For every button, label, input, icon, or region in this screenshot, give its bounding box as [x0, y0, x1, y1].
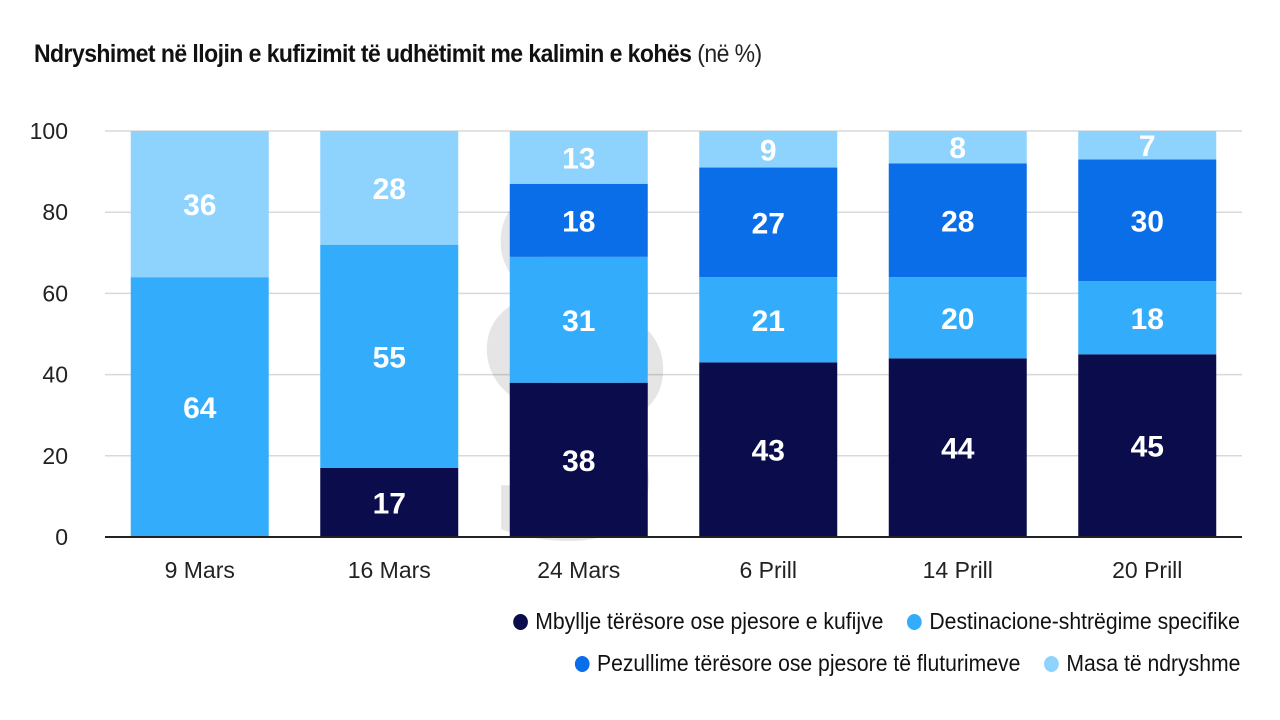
legend-label: Pezullime tërësore ose pjesore të flutur… [596, 650, 1020, 676]
data-label: 18 [562, 205, 595, 238]
x-tick-label: 6 Prill [739, 557, 797, 583]
legend-dot-icon [1043, 655, 1059, 672]
title-text: Ndryshimet në llojin e kufizimit të udhë… [34, 40, 692, 68]
legend-row-1: Mbyllje tërësore ose pjesore e kufijve De… [513, 608, 1240, 635]
data-label: 44 [941, 433, 975, 466]
y-tick-label: 0 [55, 524, 68, 550]
bar-segment [1078, 159, 1217, 282]
x-tick-label: 24 Mars [537, 557, 620, 583]
data-label: 43 [752, 435, 785, 468]
title-unit: (në %) [697, 40, 762, 68]
bar-segment [509, 382, 648, 537]
legend-dot-icon [513, 613, 529, 630]
legend-item: Destinacione-shtrëgime specifike [907, 608, 1240, 635]
bar-segment [130, 131, 269, 278]
legend-item: Pezullime tërësore ose pjesore të flutur… [574, 650, 1020, 677]
legend-label: Mbyllje tërësore ose pjesore e kufijve [535, 608, 884, 634]
legend-dot-icon [907, 613, 923, 630]
bar-segment [699, 167, 838, 278]
bar-segment [509, 256, 648, 383]
bar-segment [320, 467, 459, 537]
data-label: 55 [373, 341, 406, 374]
bar-segment [1078, 354, 1217, 537]
bar-segment [699, 131, 838, 168]
data-label: 64 [183, 392, 217, 425]
data-label: 30 [1131, 205, 1164, 238]
bar-segment [699, 277, 838, 363]
bar-segment [320, 131, 459, 245]
data-label: 27 [752, 207, 785, 240]
data-label: 38 [562, 445, 595, 478]
bar-segment [699, 362, 838, 537]
bar-segment [888, 131, 1027, 164]
data-label: 7 [1139, 130, 1156, 163]
data-label: 17 [373, 487, 406, 520]
bar-segment [1078, 131, 1217, 160]
data-label: 9 [760, 134, 777, 167]
y-tick-label: 40 [42, 362, 68, 388]
data-label: 8 [949, 132, 966, 165]
bar-segment [509, 183, 648, 257]
bar-segment [888, 358, 1027, 537]
bar-segment [888, 277, 1027, 359]
bar-segment [509, 131, 648, 184]
legend-item: Masa të ndryshme [1043, 650, 1240, 677]
bar-segment [320, 244, 459, 468]
legend-label: Masa të ndryshme [1065, 650, 1240, 676]
data-label: 28 [373, 173, 406, 206]
x-tick-label: 20 Prill [1112, 557, 1182, 583]
chart-title: Ndryshimet në llojin e kufizimit të udhë… [34, 40, 762, 69]
y-tick-label: 20 [42, 443, 68, 469]
data-label: 13 [562, 142, 595, 175]
y-tick-label: 100 [30, 118, 68, 144]
y-tick-label: 60 [42, 280, 68, 306]
legend-dot-icon [574, 655, 590, 672]
bar-segment [888, 163, 1027, 278]
data-label: 21 [752, 305, 785, 338]
y-tick-label: 80 [42, 199, 68, 225]
bar-segment [130, 277, 269, 537]
x-tick-label: 16 Mars [348, 557, 431, 583]
data-label: 36 [183, 189, 216, 222]
legend-item: Mbyllje tërësore ose pjesore e kufijve [513, 608, 884, 635]
legend-label: Destinacione-shtrëgime specifike [929, 608, 1241, 634]
data-label: 20 [941, 303, 974, 336]
x-tick-label: 14 Prill [923, 557, 993, 583]
data-label: 45 [1131, 431, 1164, 464]
data-label: 28 [941, 205, 974, 238]
data-label: 31 [562, 305, 595, 338]
x-tick-label: 9 Mars [165, 557, 235, 583]
data-label: 18 [1131, 303, 1164, 336]
legend-row-2: Pezullime tërësore ose pjesore të flutur… [574, 650, 1240, 677]
bar-segment [1078, 281, 1217, 355]
